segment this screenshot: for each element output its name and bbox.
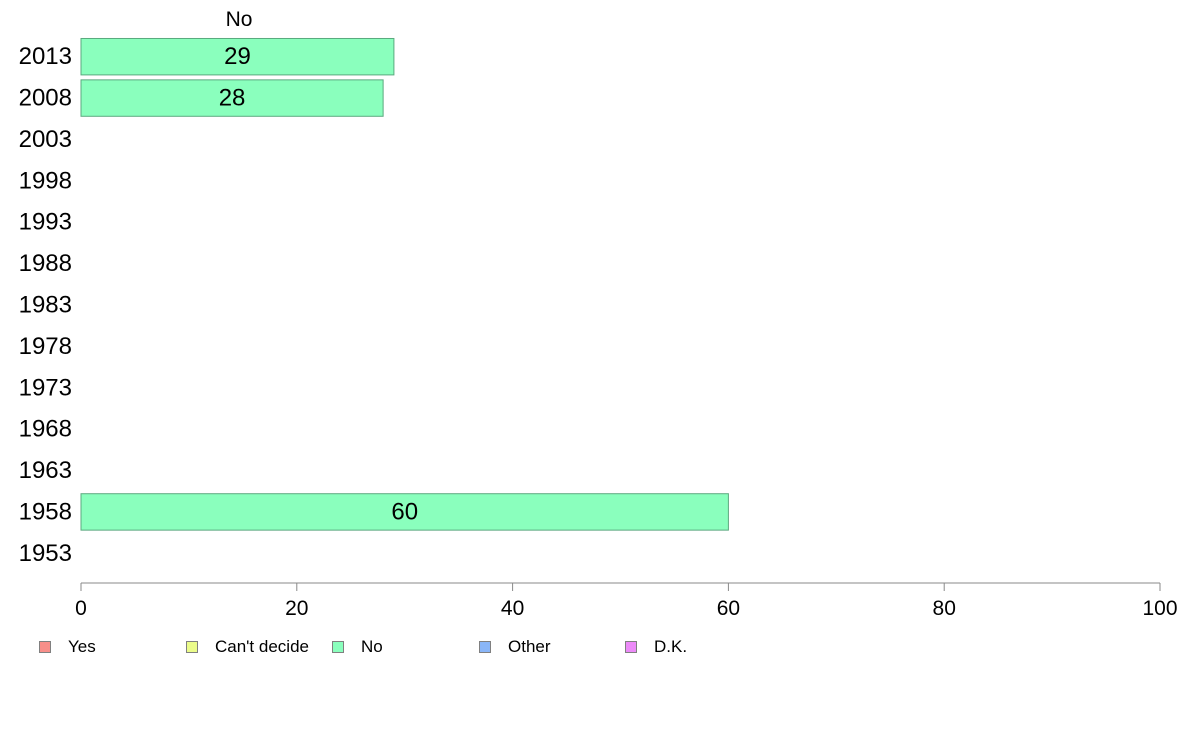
legend-swatch-yes	[39, 641, 51, 653]
y-tick-label-1988: 1988	[19, 250, 72, 277]
x-tick-label-100: 100	[1142, 597, 1177, 620]
legend-label-other: Other	[508, 637, 551, 656]
panel-title: No	[226, 8, 253, 31]
legend-swatch-other	[479, 641, 491, 653]
y-tick-label-1993: 1993	[19, 209, 72, 236]
y-tick-label-1973: 1973	[19, 374, 72, 401]
legend-label-dk: D.K.	[654, 637, 688, 656]
y-axis-labels: 2013 2008 2003 1998 1993 1988 1983 1978 1973 1968…	[19, 43, 72, 567]
y-tick-label-1953: 1953	[19, 540, 72, 567]
bar-1958	[80, 493, 729, 531]
x-tick-label-20: 20	[285, 597, 308, 620]
legend-item-no: No	[332, 636, 383, 658]
bar-label-2013: 29	[224, 43, 251, 70]
legend-label-cant-decide: Can't decide	[215, 637, 309, 656]
y-tick-label-2008: 2008	[19, 85, 72, 112]
legend-item-yes: Yes	[39, 636, 96, 658]
y-tick-label-2013: 2013	[19, 43, 72, 70]
y-tick-label-1958: 1958	[19, 498, 72, 525]
bar-label-2008: 28	[219, 85, 246, 112]
legend-item-other: Other	[479, 636, 551, 658]
bars-layer: 29 28 60	[80, 37, 729, 531]
y-tick-label-1963: 1963	[19, 457, 72, 484]
y-tick-label-2003: 2003	[19, 126, 72, 153]
x-tick-label-0: 0	[75, 597, 87, 620]
bar-label-1958: 60	[391, 498, 418, 525]
legend-label-yes: Yes	[68, 637, 96, 656]
legend-label-no: No	[361, 637, 383, 656]
bar-2013	[80, 37, 395, 76]
y-tick-label-1978: 1978	[19, 333, 72, 360]
y-tick-label-1968: 1968	[19, 416, 72, 443]
legend-item-dk: D.K.	[625, 636, 687, 658]
legend-swatch-dk	[625, 641, 637, 653]
x-tick-label-80: 80	[933, 597, 956, 620]
legend-item-cant-decide: Can't decide	[186, 636, 309, 658]
x-tick-label-60: 60	[717, 597, 740, 620]
y-tick-label-1983: 1983	[19, 292, 72, 319]
legend: Yes Can't decide No Other D.K.	[39, 636, 819, 658]
x-tick-label-40: 40	[501, 597, 524, 620]
x-axis: 0 20 40 60 80 100	[75, 582, 1178, 620]
legend-swatch-cant-decide	[186, 641, 198, 653]
y-tick-label-1998: 1998	[19, 167, 72, 194]
bar-2008	[80, 79, 384, 117]
legend-swatch-no	[332, 641, 344, 653]
